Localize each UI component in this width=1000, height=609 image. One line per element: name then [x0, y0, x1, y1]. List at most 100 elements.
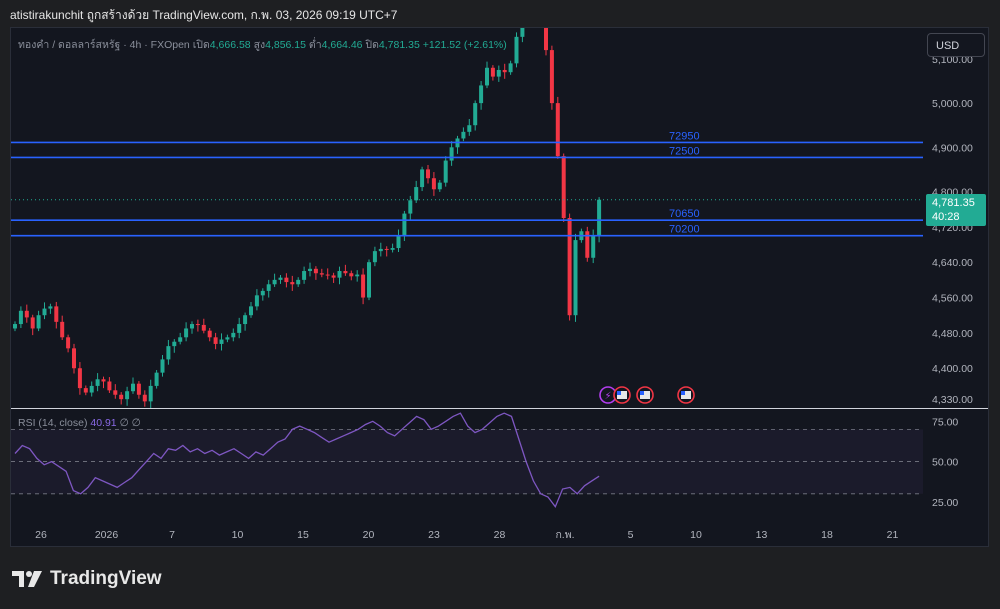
high-value: 4,856.15 [265, 39, 306, 51]
candle-body [225, 337, 230, 340]
candle-body [272, 279, 277, 285]
candle-body [343, 271, 348, 274]
candle-body [72, 348, 76, 369]
chart-canvas[interactable]: 5,100.005,000.004,900.004,800.004,720.00… [11, 28, 988, 546]
currency-button[interactable]: USD [927, 33, 985, 57]
rsi-axis-tick: 25.00 [932, 497, 958, 509]
close-value: 4,781.35 [378, 39, 420, 51]
candle-body [213, 337, 218, 344]
last-price-tag: 4,781.35 40:28 [926, 194, 986, 226]
candle-body [437, 182, 442, 190]
us-flag-stripes [617, 391, 627, 399]
chart-attribution: atistirakunchit ถูกสร้างด้วย TradingView… [10, 8, 398, 22]
price-axis-tick: 4,560.00 [932, 293, 973, 305]
candle-body [296, 279, 301, 285]
candle-body [249, 306, 253, 316]
candle-body [508, 63, 513, 73]
close-label: ปิด [365, 39, 379, 51]
level-label: 70650 [669, 208, 700, 220]
rsi-value: 40.91 [90, 417, 117, 429]
time-axis-tick: 20 [363, 529, 375, 541]
candle-body [278, 277, 283, 280]
candle-body [520, 28, 525, 37]
candle-body [131, 383, 135, 392]
level-label: 70200 [669, 224, 700, 236]
candle-body [125, 391, 130, 400]
candle-body [502, 69, 507, 73]
candle-body [66, 337, 71, 349]
candle-body [207, 330, 212, 338]
candle-body [107, 381, 112, 391]
chart-panel[interactable]: 5,100.00 5,000.00 4,900.00 4,800.00 4,720.00… [10, 27, 989, 547]
price-axis-tick: 5,000.00 [932, 98, 973, 110]
candle-body [77, 368, 82, 389]
candle-body [402, 213, 407, 236]
rsi-axis-tick: 75.00 [932, 416, 958, 428]
candle-body [549, 50, 554, 104]
rsi-legend: RSI (14, close) 40.91 ∅ ∅ [18, 417, 141, 429]
candle-body [237, 324, 242, 333]
lightning-glyph: ⚡ [604, 391, 611, 402]
candle-body [331, 275, 336, 278]
time-axis-tick: 18 [821, 529, 833, 541]
candle-body [414, 187, 419, 201]
candle-body [24, 310, 29, 318]
candle-body [184, 328, 189, 338]
candle-body [585, 231, 590, 258]
candle-body [378, 248, 383, 252]
time-axis-tick: 28 [494, 529, 506, 541]
rsi-label[interactable]: RSI (14, close) [18, 417, 88, 429]
candle-body [13, 324, 17, 329]
candle-body [337, 271, 342, 278]
candle-body [260, 290, 265, 296]
candle-body [485, 67, 489, 86]
time-axis-tick: 7 [169, 529, 175, 541]
candle-body [142, 394, 147, 402]
candle-body [390, 248, 395, 250]
us-flag-canton [617, 391, 621, 395]
candle-body [308, 268, 312, 272]
time-axis-tick: 13 [756, 529, 768, 541]
candle-body [573, 240, 578, 316]
high-label: สูง [253, 39, 266, 51]
rsi-line [14, 412, 600, 509]
low-value: 4,664.46 [321, 39, 363, 51]
candle-body [544, 28, 548, 51]
candle-body [591, 235, 596, 258]
price-axis-tick: 4,400.00 [932, 363, 973, 375]
candle-body [30, 317, 35, 329]
candle-body [195, 324, 200, 326]
candle-body [219, 339, 224, 344]
symbol-title[interactable]: ทองคำ / ดอลลาร์สหรัฐ · 4h · FXOpen [18, 39, 190, 51]
candle-body [201, 324, 206, 331]
candle-body [431, 178, 436, 190]
candle-body [83, 388, 88, 393]
us-flag-stripes [640, 391, 650, 399]
candle-body [514, 36, 519, 64]
change-value: +121.52 (+2.61%) [422, 39, 507, 51]
rsi-extra: ∅ ∅ [119, 417, 141, 429]
candle-body [231, 332, 236, 338]
candle-body [290, 282, 295, 285]
candle-body [178, 337, 183, 342]
level-label: 72950 [669, 130, 700, 142]
candle-body [160, 359, 165, 373]
us-flag-canton [681, 391, 685, 395]
time-axis-tick: 10 [232, 529, 244, 541]
time-axis-tick: 15 [297, 529, 309, 541]
candle-body [467, 125, 472, 132]
candle-body [367, 262, 371, 298]
candle-body [461, 131, 466, 139]
tradingview-logo[interactable]: TradingView [12, 568, 162, 590]
candle-body [420, 169, 425, 188]
candle-body [154, 372, 159, 386]
candle-body [284, 277, 289, 283]
candle-body [325, 274, 330, 276]
time-axis-tick: 23 [428, 529, 440, 541]
time-axis-tick: 10 [690, 529, 702, 541]
candle-body [42, 308, 47, 316]
low-label: ต่ำ [308, 39, 322, 51]
time-axis-tick: ก.พ. [555, 529, 574, 541]
candle-body [561, 156, 566, 218]
candle-body [190, 324, 194, 329]
